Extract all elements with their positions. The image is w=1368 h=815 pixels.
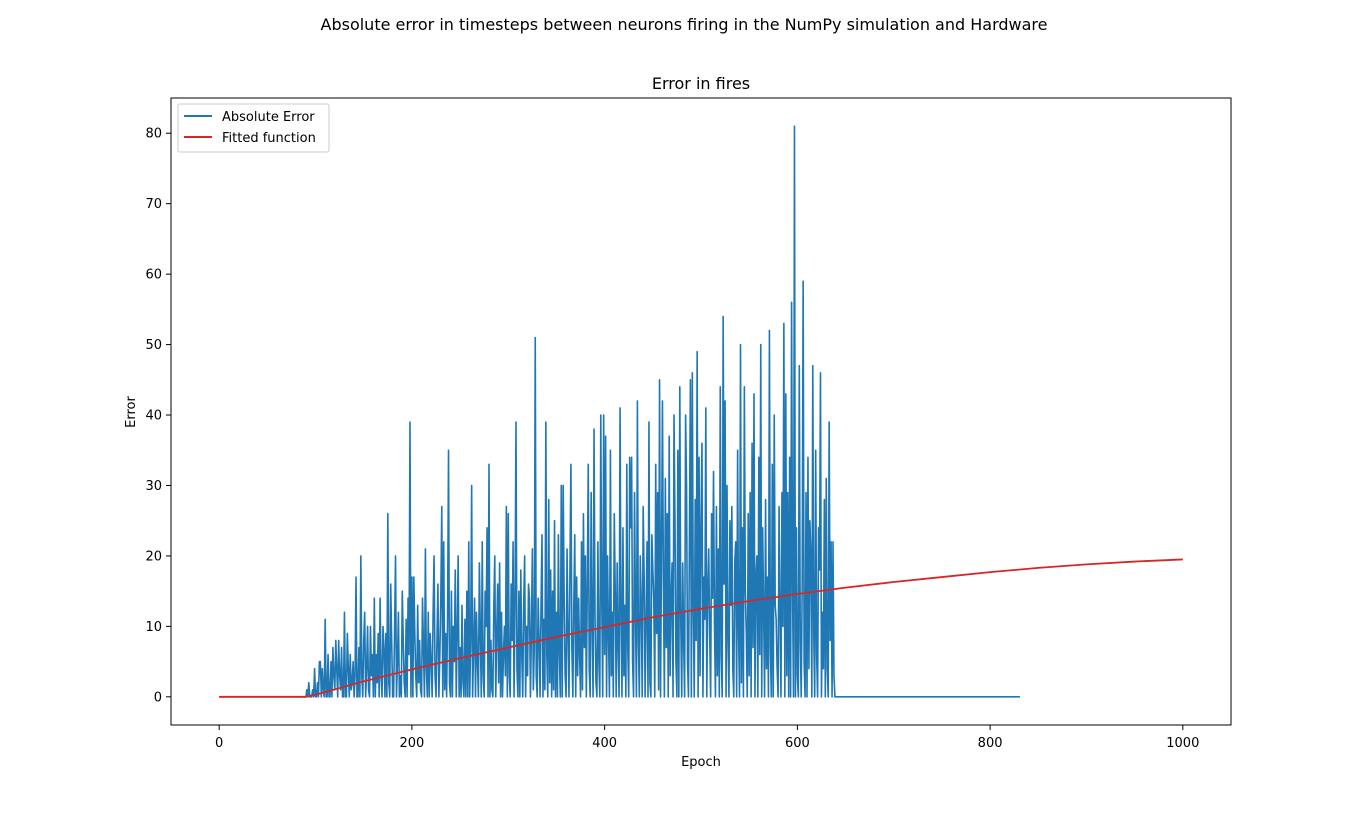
x-axis: 0 200 400 600 800 1000 xyxy=(215,725,1199,751)
plot-area xyxy=(170,97,1232,726)
series-layer xyxy=(219,125,1183,698)
x-tick-label: 600 xyxy=(785,736,810,751)
y-axis: 0 10 20 30 40 50 60 70 80 xyxy=(145,127,171,705)
figure-suptitle: Absolute error in timesteps between neur… xyxy=(321,15,1048,34)
y-tick-label: 40 xyxy=(145,409,162,424)
x-tick-label: 0 xyxy=(215,736,223,751)
legend-label-fitted-function: Fitted function xyxy=(222,131,316,146)
legend-label-absolute-error: Absolute Error xyxy=(222,110,315,125)
legend: Absolute Error Fitted function xyxy=(177,103,330,153)
y-tick-label: 0 xyxy=(154,690,162,705)
x-tick-label: 800 xyxy=(978,736,1003,751)
series-line-fitted-function xyxy=(219,558,1183,698)
x-tick-label: 1000 xyxy=(1166,736,1199,751)
x-tick-label: 200 xyxy=(399,736,424,751)
x-axis-label: Epoch xyxy=(681,755,721,770)
series-line-absolute-error xyxy=(219,125,1020,698)
legend-box xyxy=(177,103,330,153)
y-tick-label: 20 xyxy=(145,549,162,564)
y-tick-label: 10 xyxy=(145,620,162,635)
chart-title: Error in fires xyxy=(652,74,750,93)
y-tick-label: 80 xyxy=(145,127,162,142)
y-tick-label: 60 xyxy=(145,268,162,283)
y-tick-label: 50 xyxy=(145,338,162,353)
y-axis-label: Error xyxy=(124,396,139,428)
x-tick-label: 400 xyxy=(592,736,617,751)
y-tick-label: 70 xyxy=(145,197,162,212)
y-tick-label: 30 xyxy=(145,479,162,494)
